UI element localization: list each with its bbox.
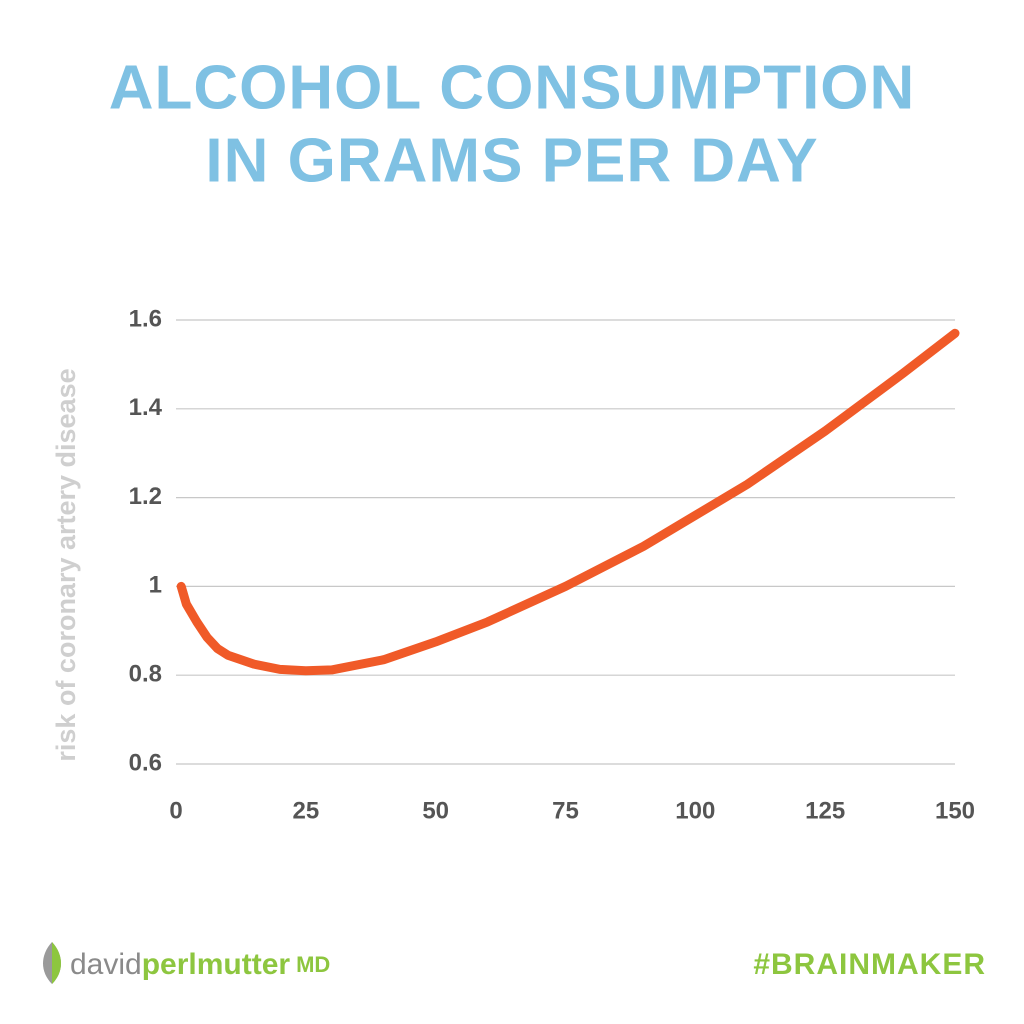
y-tick-label: 1.6 — [129, 305, 162, 332]
x-tick-label: 125 — [805, 797, 845, 824]
y-tick-label: 1 — [149, 572, 162, 599]
chart-title: IN GRAMS PER DAY — [205, 126, 818, 195]
logo-text: davidperlmutter MD — [70, 948, 330, 981]
logo-part: david — [70, 948, 142, 981]
y-tick-label: 1.4 — [129, 394, 163, 421]
logo-part: perlmutter — [142, 948, 291, 981]
y-tick-label: 1.2 — [129, 483, 162, 510]
logo-leaf — [52, 942, 61, 984]
y-tick-label: 0.8 — [129, 661, 162, 688]
x-tick-label: 100 — [675, 797, 715, 824]
x-tick-label: 75 — [552, 797, 579, 824]
x-tick-label: 25 — [292, 797, 319, 824]
x-tick-label: 0 — [169, 797, 182, 824]
logo-part: MD — [296, 952, 330, 977]
hashtag: #BRAINMAKER — [753, 948, 986, 981]
x-tick-label: 150 — [935, 797, 975, 824]
y-tick-label: 0.6 — [129, 749, 162, 776]
x-tick-label: 50 — [422, 797, 449, 824]
chart-title: ALCOHOL CONSUMPTION — [109, 53, 916, 122]
logo: davidperlmutter MD — [43, 942, 330, 984]
data-line — [176, 328, 960, 676]
y-axis-label: risk of coronary artery disease — [51, 368, 81, 761]
